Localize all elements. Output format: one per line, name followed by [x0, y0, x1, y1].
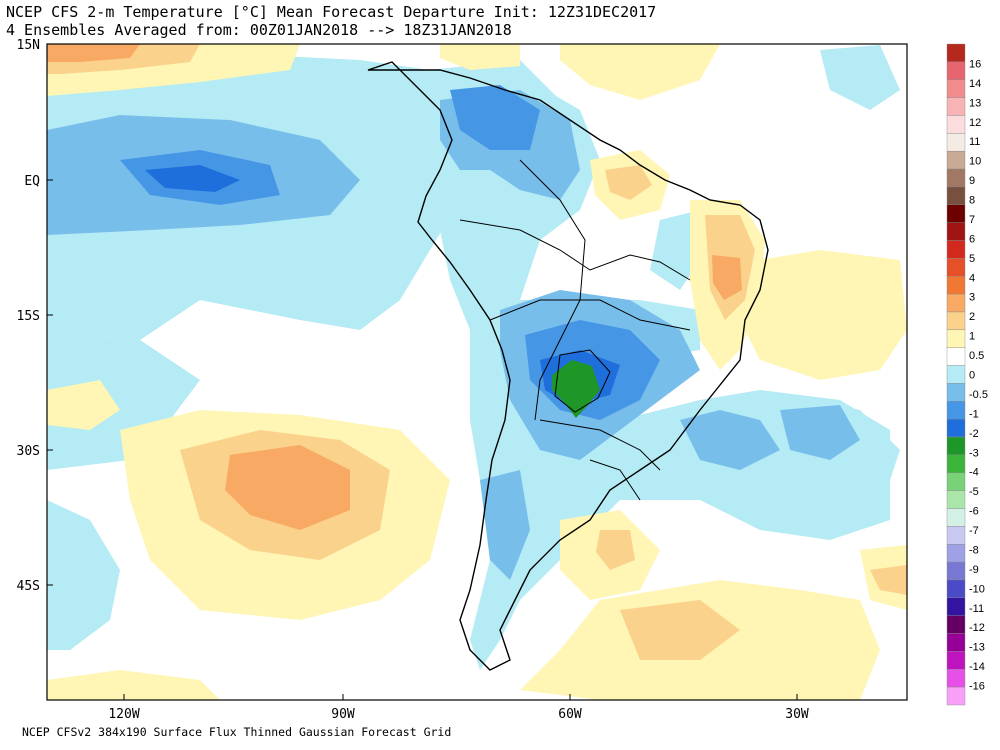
colorbar-swatch: [946, 115, 966, 134]
lat-label-45s: 45S: [17, 579, 40, 594]
colorbar-swatch: [946, 258, 966, 277]
colorbar-swatch: [946, 186, 966, 205]
colorbar-label: 0: [969, 370, 975, 382]
colorbar-swatch: [946, 561, 966, 581]
colorbar-swatch: [946, 669, 966, 688]
lat-label-30s: 30S: [17, 444, 40, 459]
colorbar-label: 10: [969, 156, 981, 168]
colorbar-label: -2: [969, 428, 979, 440]
colorbar-swatch: [946, 526, 966, 545]
colorbar-swatch: [946, 347, 966, 366]
colorbar-swatch: [946, 579, 966, 599]
colorbar-swatch: [946, 276, 966, 295]
colorbar-label: -0.5: [969, 389, 988, 401]
colorbar-swatch: [946, 544, 966, 563]
colorbar-swatch: [946, 150, 966, 170]
colorbar-swatch: [946, 651, 966, 670]
colorbar-swatch: [946, 490, 966, 509]
colorbar-swatch: [946, 633, 966, 652]
colorbar-label: 13: [969, 97, 981, 109]
colorbar-label: 9: [969, 175, 975, 187]
colorbar-label: 7: [969, 214, 975, 226]
colorbar-label: 8: [969, 195, 975, 207]
anomaly-field: [47, 44, 907, 700]
colorbar-label: 12: [969, 117, 981, 129]
colorbar-legend: 16 14 13 12 11 10 9 8 7 6 5 4 3 2 1 0.5 0 -0.5 -1 -2 -3 -4 -5 -…: [946, 43, 988, 706]
colorbar-swatch: [946, 43, 966, 63]
colorbar-swatch: [946, 329, 966, 348]
colorbar-swatch: [946, 508, 966, 527]
colorbar-swatch: [946, 97, 966, 116]
map-subtitle: 4 Ensembles Averaged from: 00Z01JAN2018 …: [6, 21, 512, 39]
colorbar-label: -5: [969, 486, 979, 498]
colorbar-swatch: [946, 436, 966, 456]
colorbar-label: -6: [969, 506, 979, 518]
colorbar-label: -14: [969, 661, 985, 673]
lon-label-60w: 60W: [558, 707, 582, 722]
colorbar-label: -12: [969, 622, 985, 634]
colorbar-label: 16: [969, 58, 981, 70]
colorbar-swatch: [946, 61, 966, 80]
colorbar-label: 1: [969, 331, 975, 343]
colorbar-label: -16: [969, 681, 985, 693]
colorbar-swatch: [946, 293, 966, 313]
colorbar-swatch: [946, 222, 966, 241]
colorbar-swatch: [946, 686, 966, 706]
colorbar-swatch: [946, 365, 966, 384]
colorbar-label: -10: [969, 583, 985, 595]
map-title: NCEP CFS 2-m Temperature [°C] Mean Forec…: [6, 3, 657, 21]
colorbar-label: 14: [969, 78, 981, 90]
lat-label-15n: 15N: [17, 38, 40, 53]
colorbar-label: 4: [969, 272, 975, 284]
grid-footnote: NCEP CFSv2 384x190 Surface Flux Thinned …: [22, 725, 452, 739]
colorbar-swatch: [946, 454, 966, 473]
colorbar-swatch: [946, 597, 966, 616]
lon-label-30w: 30W: [785, 707, 809, 722]
colorbar-label: -11: [969, 603, 984, 615]
colorbar-label: 0.5: [969, 350, 984, 362]
colorbar-swatch: [946, 240, 966, 259]
colorbar-swatch: [946, 418, 966, 438]
colorbar-swatch: [946, 204, 966, 223]
colorbar-swatch: [946, 383, 966, 402]
colorbar-label: 2: [969, 311, 975, 323]
colorbar-label: -9: [969, 564, 979, 576]
colorbar-swatch: [946, 472, 966, 491]
colorbar-label: 5: [969, 253, 975, 265]
longitude-axis: 120W 90W 60W 30W: [108, 694, 809, 722]
latitude-axis: 15N EQ 15S 30S 45S: [17, 38, 53, 594]
colorbar-label: -7: [969, 525, 979, 537]
lat-label-eq: EQ: [24, 174, 40, 189]
lon-label-120w: 120W: [108, 707, 139, 722]
colorbar-label: 11: [969, 136, 980, 148]
lon-label-90w: 90W: [331, 707, 355, 722]
map-frame: [46, 43, 908, 701]
colorbar-label: -13: [969, 642, 985, 654]
colorbar-swatch: [946, 615, 966, 634]
colorbar-label: 6: [969, 233, 975, 245]
colorbar-swatch: [946, 168, 966, 188]
colorbar-swatch: [946, 311, 966, 331]
colorbar-label: -3: [969, 447, 979, 459]
colorbar-swatch: [946, 133, 966, 152]
lat-label-15s: 15S: [17, 309, 40, 324]
colorbar-swatch: [946, 79, 966, 98]
colorbar-label: -4: [969, 467, 979, 479]
colorbar-label: -1: [969, 408, 979, 420]
colorbar-swatch: [946, 401, 966, 420]
colorbar-label: 3: [969, 292, 975, 304]
colorbar-label: -8: [969, 544, 979, 556]
